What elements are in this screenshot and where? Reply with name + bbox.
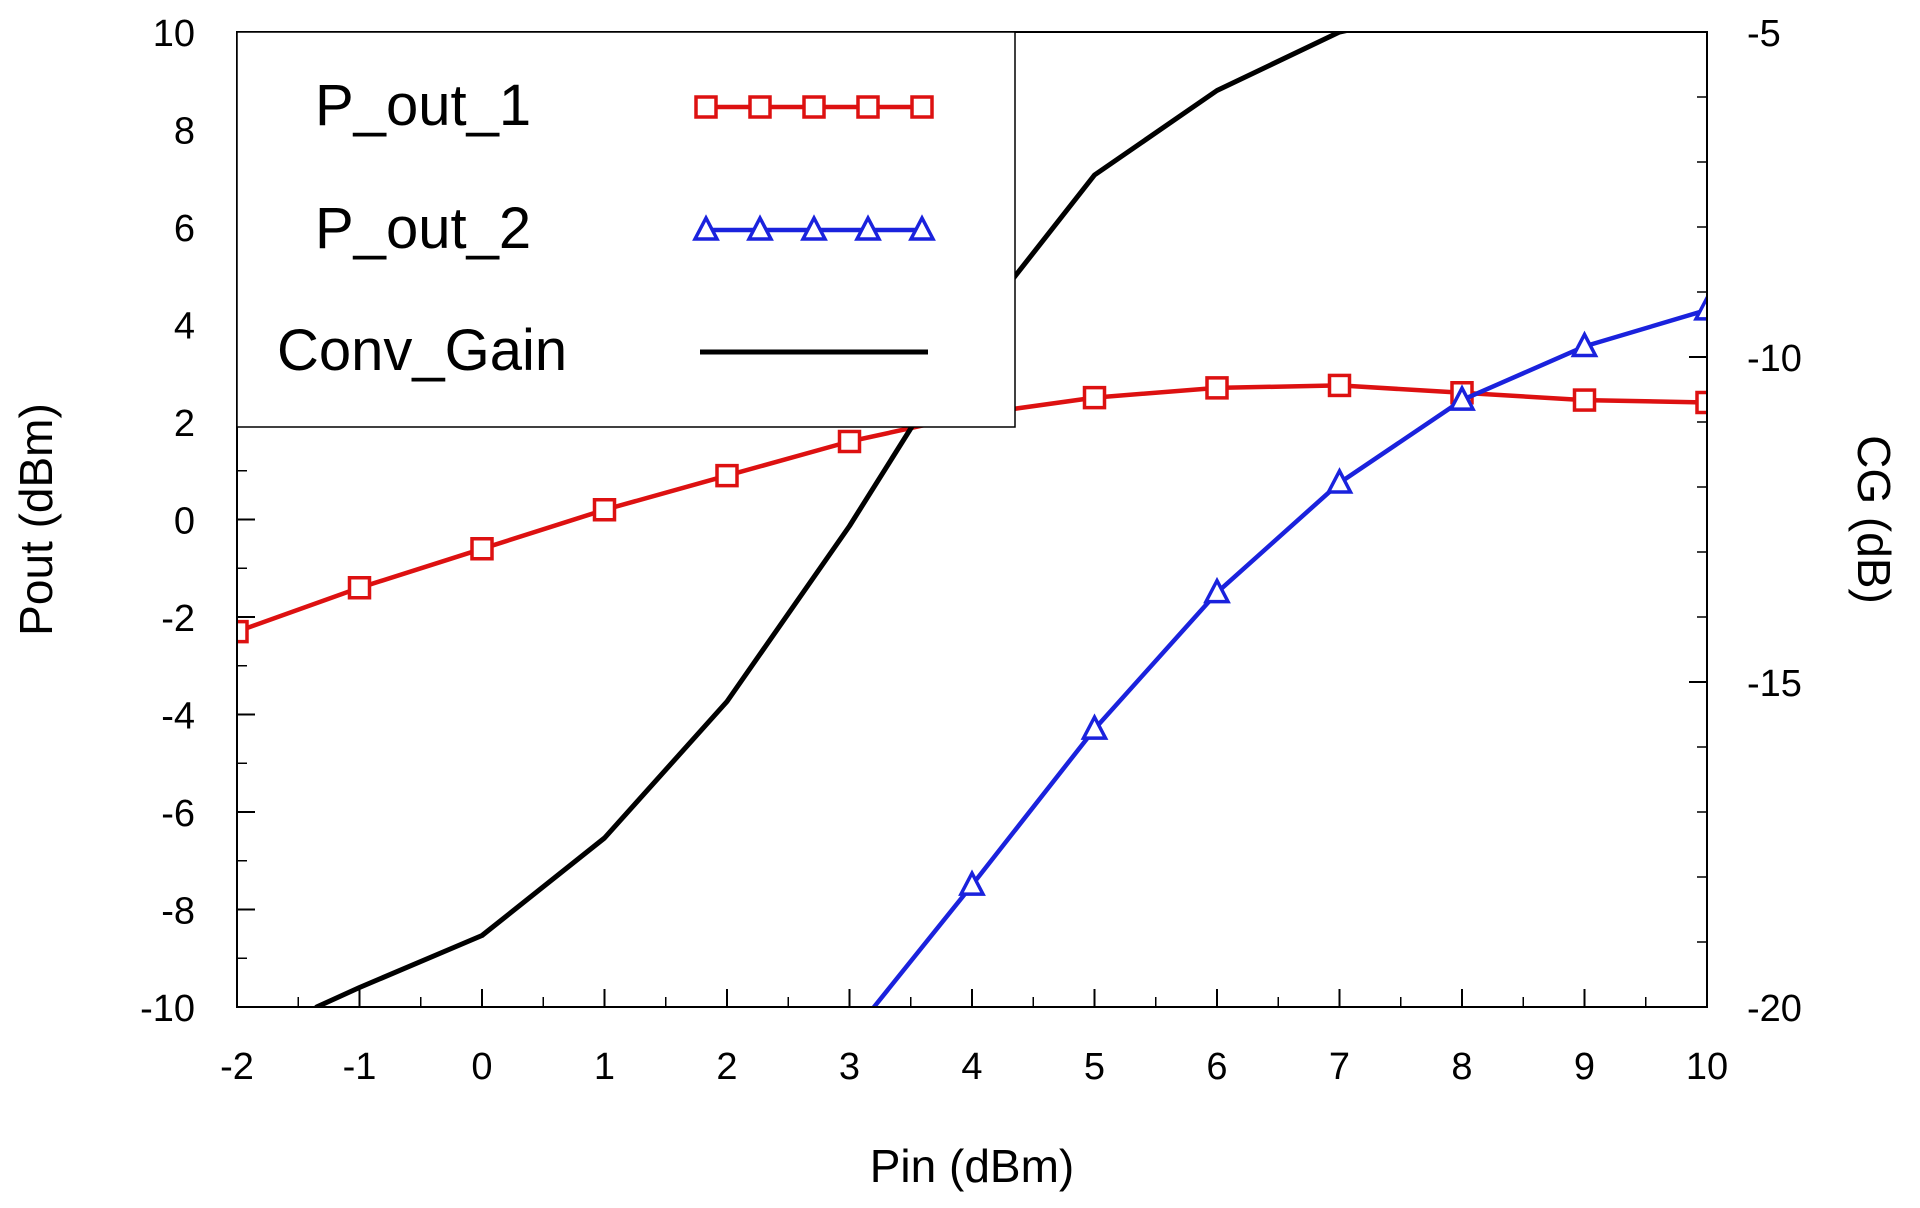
data-point [1448,384,1476,411]
y-tick-label: -2 [161,598,195,640]
data-point [470,537,494,561]
legend-sample-p-out-1 [694,95,934,119]
x-tick-label: 3 [839,1046,860,1088]
series-line [871,307,1707,1007]
y-tick-label: 10 [153,13,195,55]
legend-sample-marker [694,95,718,119]
legend-sample-marker [856,95,880,119]
x-tick-label: 2 [716,1046,737,1088]
x-tick-label: 9 [1574,1046,1595,1088]
x-tick-label: 5 [1084,1046,1105,1088]
y-tick-label: -8 [161,891,195,933]
data-point [958,869,986,896]
data-point [837,429,862,454]
y-tick-label: 4 [174,306,195,348]
x-tick-label: 6 [1206,1046,1227,1088]
legend-sample-marker [908,214,936,241]
x-tick-label: 1 [594,1046,615,1088]
x-tick-label: 7 [1329,1046,1350,1088]
y-tick-label: 6 [174,208,195,250]
legend-sample-marker [746,214,774,241]
y2-tick-label: -20 [1747,988,1802,1030]
legend-label-conv-gain: Conv_Gain [277,318,567,383]
y-tick-label: 8 [174,111,195,153]
x-tick-label: -1 [343,1046,377,1088]
legend-sample-marker [800,214,828,241]
legend: P_out_1 P_out_2 Conv_Gain [236,31,1016,428]
data-point [1695,390,1707,415]
x-axis-title: Pin (dBm) [870,1140,1074,1192]
data-point [1080,713,1109,740]
data-point [592,498,617,522]
y-tick-label: -4 [161,696,195,738]
legend-label-p-out-2: P_out_2 [315,196,531,261]
data-point [1327,373,1352,398]
series-p-out-2 [871,294,1707,1007]
data-point [237,619,249,644]
data-point [347,576,372,600]
y-tick-label: -6 [161,793,195,835]
y2-tick-label: -5 [1747,13,1781,55]
y2-tick-label: -10 [1747,338,1802,380]
legend-sample-marker [910,95,934,119]
x-tick-label: 8 [1451,1046,1472,1088]
y-tick-label: -10 [140,988,195,1030]
x-tick-label: 0 [471,1046,492,1088]
data-point [715,463,739,488]
data-point [1082,385,1107,410]
x-tick-label: 10 [1686,1046,1728,1088]
data-point [1693,294,1707,321]
x-tick-label: 4 [961,1046,982,1088]
y2-axis-title: CG (dB) [1848,435,1900,604]
y-tick-label: 2 [174,403,195,445]
y2-tick-label: -15 [1747,663,1802,705]
data-point [1205,376,1229,400]
legend-sample-p-out-2 [692,214,936,241]
legend-sample-marker [692,214,720,241]
data-point [1325,467,1354,494]
data-point [1570,330,1599,358]
legend-label-p-out-1: P_out_1 [315,73,531,138]
x-tick-label: -2 [220,1046,254,1088]
legend-sample-marker [748,95,772,119]
y-axis-title: Pout (dBm) [10,403,62,636]
data-point [1203,576,1231,604]
legend-sample-marker [802,95,826,119]
data-point [1572,388,1597,412]
legend-sample-marker [854,214,882,241]
y-tick-label: 0 [174,501,195,543]
